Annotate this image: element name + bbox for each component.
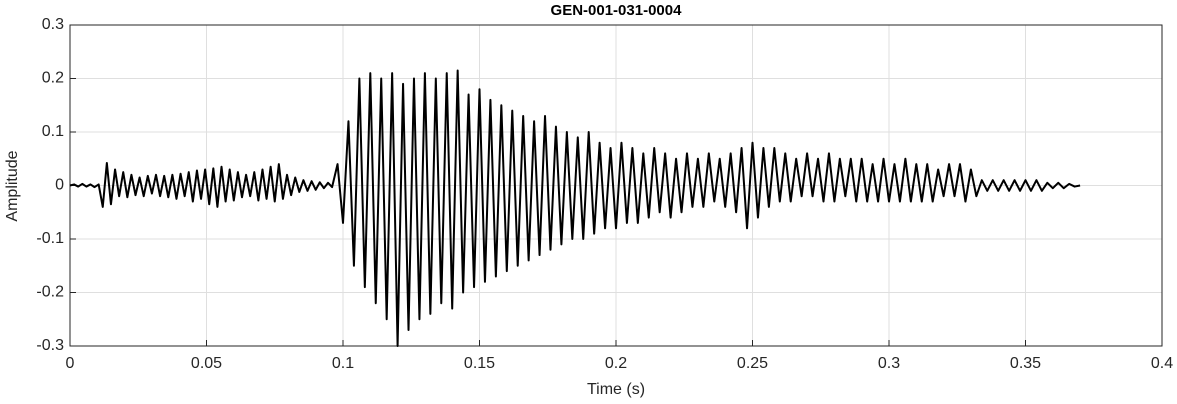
x-tick-label: 0	[66, 355, 75, 372]
y-tick-label: 0.1	[42, 123, 64, 140]
y-tick-label: 0.2	[42, 70, 64, 87]
x-axis-label: Time (s)	[587, 381, 645, 398]
x-tick-label: 0.25	[737, 355, 768, 372]
y-tick-label: -0.1	[36, 230, 64, 247]
chart-title: GEN-001-031-0004	[551, 2, 683, 19]
x-tick-label: 0.1	[332, 355, 354, 372]
x-tick-label: 0.35	[1010, 355, 1041, 372]
x-tick-label: 0.2	[605, 355, 627, 372]
y-tick-label: 0	[55, 177, 64, 194]
x-tick-label: 0.4	[1151, 355, 1173, 372]
y-tick-label: -0.3	[36, 337, 64, 354]
y-tick-label: 0.3	[42, 16, 64, 33]
y-axis-label: Amplitude	[4, 150, 21, 221]
x-tick-label: 0.05	[191, 355, 222, 372]
y-tick-label: -0.2	[36, 284, 64, 301]
x-tick-label: 0.3	[878, 355, 900, 372]
waveform-line	[69, 69, 1081, 347]
x-tick-label: 0.15	[464, 355, 495, 372]
